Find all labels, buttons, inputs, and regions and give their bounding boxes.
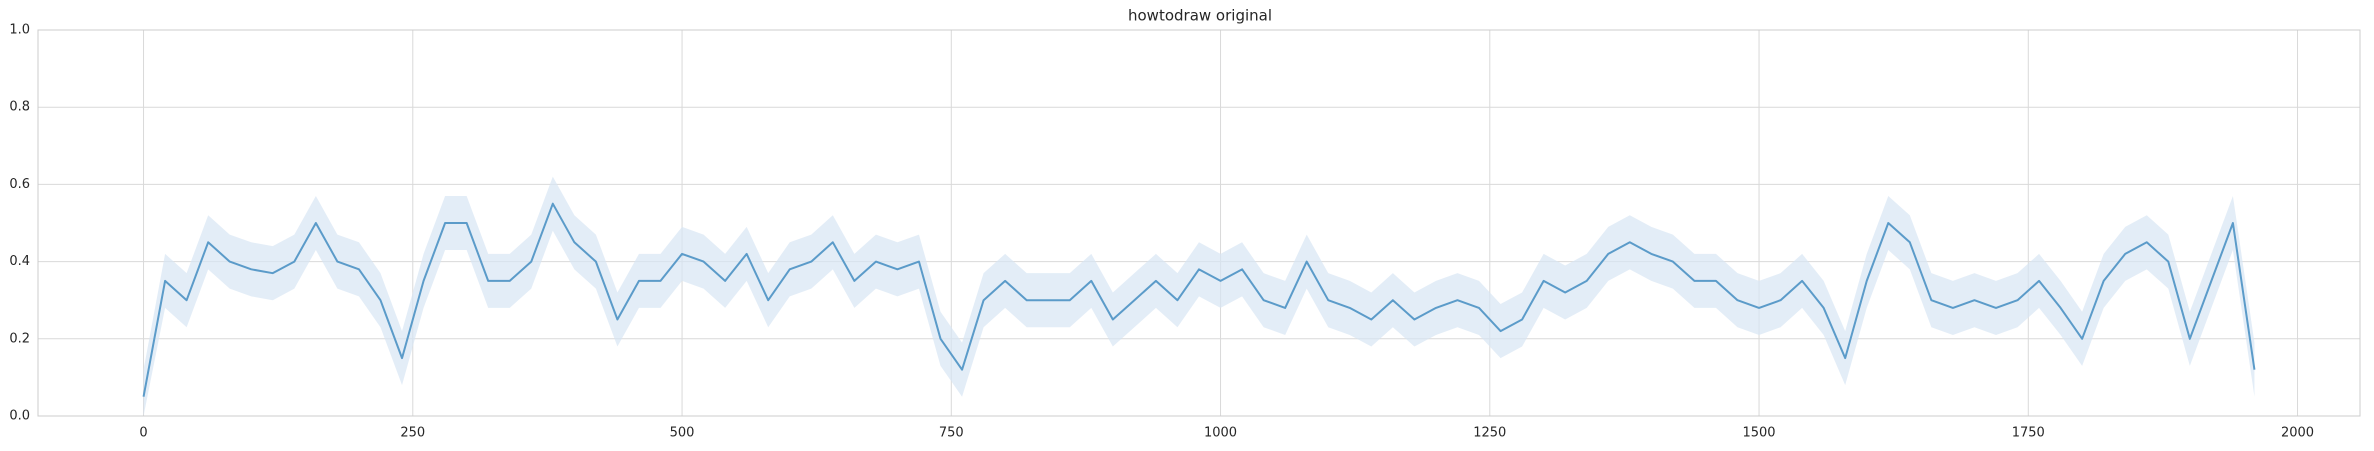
y-tick-label: 0.0 [9,409,30,424]
x-tick-label: 1750 [2012,426,2045,441]
chart-title: howtodraw original [1128,7,1272,25]
x-tick-label: 0 [139,426,147,441]
x-tick-label: 500 [670,426,695,441]
x-tick-label: 1500 [1742,426,1775,441]
plot-frame [37,29,2361,417]
x-tick-label: 750 [939,426,964,441]
y-tick-label: 0.6 [9,177,30,192]
y-tick-label: 1.0 [9,23,30,38]
x-tick-label: 1250 [1473,426,1506,441]
line [142,202,2256,397]
y-tick-label: 0.8 [9,100,30,115]
x-tick-label: 250 [400,426,425,441]
y-tick-label: 0.2 [9,331,30,346]
confidence-band [143,176,2255,416]
y-tick-label: 0.4 [9,254,30,269]
x-tick-label: 2000 [2281,426,2314,441]
x-tick-label: 1000 [1204,426,1237,441]
